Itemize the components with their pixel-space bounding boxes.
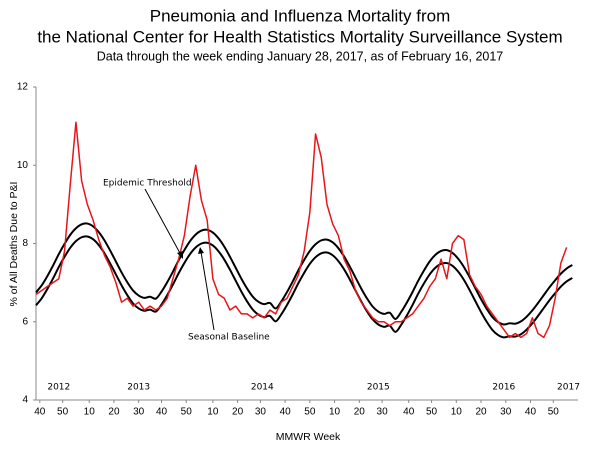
year-label: 2015 (367, 383, 390, 393)
x-tick-label: 20 (232, 407, 244, 418)
x-tick-label: 10 (84, 407, 96, 418)
x-tick-label: 50 (181, 407, 193, 418)
y-tick-label: 6 (22, 316, 28, 327)
y-tick-label: 12 (17, 82, 29, 93)
x-tick-label: 10 (329, 407, 341, 418)
x-tick-label: 30 (377, 407, 389, 418)
x-tick-label: 40 (34, 407, 46, 418)
x-tick-label: 40 (280, 407, 292, 418)
year-label: 2013 (127, 383, 150, 393)
x-tick-label: 40 (525, 407, 537, 418)
year-label: 2014 (251, 383, 274, 393)
x-tick-label: 10 (451, 407, 463, 418)
year-label: 2017 (557, 383, 580, 393)
annotation-arrowhead (198, 247, 204, 254)
x-tick-label: 50 (304, 407, 316, 418)
x-tick-label: 40 (403, 407, 415, 418)
year-label: 2016 (492, 383, 515, 393)
x-tick-label: 50 (426, 407, 438, 418)
x-tick-label: 50 (548, 407, 560, 418)
year-label: 2012 (47, 383, 70, 393)
x-tick-label: 10 (207, 407, 219, 418)
chart-title: Pneumonia and Influenza Mortality from (150, 6, 451, 25)
annotation: Seasonal Baseline (188, 333, 270, 343)
x-tick-label: 20 (354, 407, 366, 418)
plot: 4 6 8 10 12 40 50 10 20 30 40 50 10 20 30 40 50 10 20 30 40 5… (17, 82, 580, 418)
x-tick-label: 30 (255, 407, 267, 418)
chart-subtitle: Data through the week ending January 28,… (97, 49, 504, 63)
x-axis-label: MMWR Week (276, 431, 341, 443)
x-tick-label: 20 (108, 407, 120, 418)
x-tick-label: 20 (475, 407, 487, 418)
series-line (35, 222, 573, 326)
y-tick-label: 10 (17, 160, 29, 171)
annotation-arrowhead (177, 251, 183, 259)
y-tick-label: 4 (22, 395, 28, 406)
chart-title: the National Center for Health Statistic… (37, 27, 562, 46)
x-tick-label: 30 (133, 407, 145, 418)
annotation: Epidemic Threshold (103, 179, 192, 189)
y-axis-label: % of All Deaths Due to P&I (8, 182, 20, 307)
annotation-arrow (200, 251, 215, 331)
x-tick-label: 50 (57, 407, 69, 418)
y-tick-label: 8 (22, 238, 28, 249)
annotation-arrow (144, 188, 182, 256)
series-line (35, 235, 573, 339)
series-line (35, 121, 568, 339)
x-tick-label: 30 (500, 407, 512, 418)
x-tick-label: 40 (156, 407, 168, 418)
